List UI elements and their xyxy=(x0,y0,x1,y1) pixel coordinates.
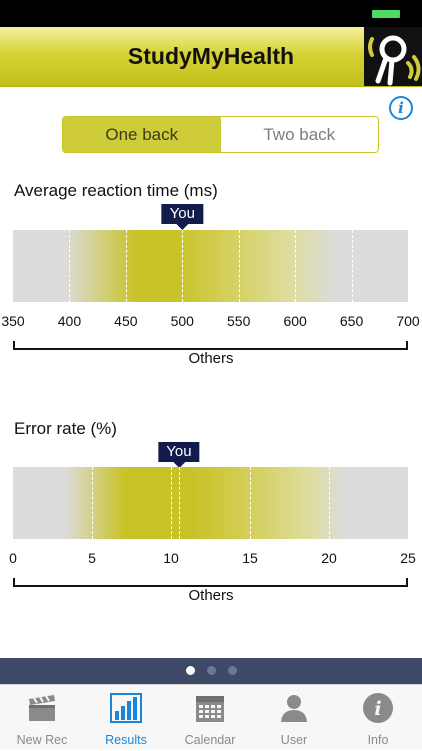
you-marker-reaction: You xyxy=(161,204,203,230)
others-bracket-error xyxy=(13,578,408,587)
grid-line xyxy=(125,230,127,302)
axis-tick: 15 xyxy=(242,550,258,566)
clapperboard-icon xyxy=(29,695,55,721)
calendar-icon xyxy=(196,696,224,722)
segment-two-back[interactable]: Two back xyxy=(220,117,378,152)
others-label-error: Others xyxy=(188,587,234,604)
axis-tick: 650 xyxy=(339,313,364,329)
page-dot[interactable] xyxy=(228,666,237,675)
bar-chart-icon xyxy=(110,693,142,723)
axis-tick: 25 xyxy=(400,550,416,566)
tab-label: Info xyxy=(367,733,389,747)
svg-text:i: i xyxy=(374,698,381,720)
you-marker-error: You xyxy=(158,442,200,468)
tab-info[interactable]: i Info xyxy=(336,685,420,751)
tab-label: User xyxy=(280,733,308,747)
reaction-time-title: Average reaction time (ms) xyxy=(14,181,218,200)
page-dot[interactable] xyxy=(207,666,216,675)
tab-results[interactable]: Results xyxy=(84,685,168,751)
you-value-line xyxy=(178,467,180,539)
axis-tick: 500 xyxy=(170,313,194,329)
reaction-time-axis: 350 400 450 500 550 600 650 700 xyxy=(0,313,422,331)
info-button[interactable]: i xyxy=(389,96,413,120)
error-rate-axis: 0 5 10 15 20 25 xyxy=(0,550,422,568)
tab-calendar[interactable]: Calendar xyxy=(168,685,252,751)
tab-label: Calendar xyxy=(184,733,236,747)
tab-user[interactable]: User xyxy=(252,685,336,751)
grid-line xyxy=(69,230,71,302)
status-bar xyxy=(0,0,422,27)
axis-tick: 350 xyxy=(1,313,25,329)
tab-label: New Rec xyxy=(16,733,68,747)
axis-tick: 700 xyxy=(396,313,420,329)
axis-tick: 20 xyxy=(321,550,337,566)
grid-line xyxy=(351,230,353,302)
error-rate-band xyxy=(13,467,408,539)
logo-icon xyxy=(364,27,422,86)
others-label-reaction: Others xyxy=(188,350,234,367)
user-icon xyxy=(281,695,307,722)
reaction-time-band xyxy=(13,230,408,302)
axis-tick: 5 xyxy=(88,550,96,566)
info-icon: i xyxy=(363,693,393,723)
grid-line xyxy=(238,230,240,302)
one-two-back-selector: One back Two back xyxy=(62,116,379,153)
axis-tick: 450 xyxy=(114,313,138,329)
axis-tick: 10 xyxy=(163,550,179,566)
page-dot[interactable] xyxy=(186,666,195,675)
error-rate-title: Error rate (%) xyxy=(14,419,117,438)
you-value-line xyxy=(182,230,184,302)
tab-new-rec[interactable]: New Rec xyxy=(0,685,84,751)
grid-line xyxy=(250,467,251,539)
grid-line xyxy=(295,230,297,302)
battery-icon xyxy=(372,10,400,18)
grid-line xyxy=(171,467,172,539)
app-header: StudyMyHealth xyxy=(0,27,422,87)
page-indicator xyxy=(0,658,422,684)
tab-label: Results xyxy=(105,733,147,747)
others-bracket-reaction xyxy=(13,341,408,350)
tab-bar: New Rec Results Calendar User xyxy=(0,684,422,750)
segment-one-back[interactable]: One back xyxy=(63,117,221,152)
app-title: StudyMyHealth xyxy=(127,43,295,69)
grid-line xyxy=(92,467,93,539)
axis-tick: 400 xyxy=(57,313,82,329)
axis-tick: 0 xyxy=(9,550,17,566)
axis-tick: 600 xyxy=(283,313,307,329)
grid-line xyxy=(329,467,330,539)
axis-tick: 550 xyxy=(227,313,251,329)
